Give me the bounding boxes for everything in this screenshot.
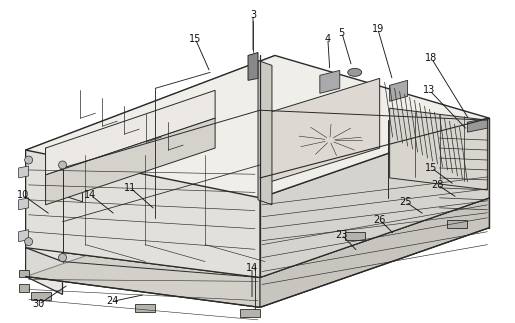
Polygon shape	[19, 269, 29, 277]
Polygon shape	[19, 166, 29, 178]
Polygon shape	[258, 60, 272, 205]
Polygon shape	[45, 90, 215, 175]
Text: 26: 26	[373, 215, 386, 225]
Text: 28: 28	[432, 180, 444, 190]
Text: 15: 15	[425, 163, 438, 173]
Ellipse shape	[348, 68, 362, 76]
Polygon shape	[240, 309, 260, 317]
Polygon shape	[26, 150, 62, 295]
Polygon shape	[26, 198, 489, 307]
Text: 11: 11	[124, 183, 136, 193]
Circle shape	[25, 238, 32, 245]
Polygon shape	[260, 118, 489, 277]
Text: 5: 5	[339, 27, 345, 37]
Polygon shape	[248, 52, 258, 80]
Polygon shape	[345, 232, 365, 240]
Text: 24: 24	[106, 297, 118, 307]
Text: 30: 30	[32, 299, 45, 309]
Text: 3: 3	[250, 10, 256, 20]
Polygon shape	[30, 292, 50, 300]
Circle shape	[25, 156, 32, 164]
Polygon shape	[320, 70, 340, 93]
Polygon shape	[135, 304, 156, 312]
Polygon shape	[390, 80, 407, 101]
Polygon shape	[26, 150, 260, 277]
Text: 18: 18	[425, 53, 438, 63]
Text: 19: 19	[371, 24, 384, 34]
Polygon shape	[19, 230, 29, 242]
Text: 14: 14	[246, 263, 258, 273]
Text: 10: 10	[16, 190, 29, 200]
Text: 13: 13	[423, 85, 436, 95]
Text: 15: 15	[189, 34, 201, 44]
Polygon shape	[26, 168, 489, 277]
Polygon shape	[468, 118, 487, 132]
Polygon shape	[45, 118, 215, 205]
Polygon shape	[19, 285, 29, 292]
Polygon shape	[26, 150, 62, 262]
Text: 25: 25	[399, 197, 412, 207]
Polygon shape	[260, 198, 489, 307]
Polygon shape	[448, 220, 468, 228]
Polygon shape	[270, 78, 380, 182]
Polygon shape	[26, 248, 260, 307]
Polygon shape	[390, 108, 487, 190]
Text: 14: 14	[84, 190, 97, 200]
Polygon shape	[19, 198, 29, 210]
Text: 4: 4	[325, 34, 331, 44]
Circle shape	[59, 161, 66, 169]
Circle shape	[59, 254, 66, 262]
Polygon shape	[45, 148, 82, 202]
Text: 23: 23	[336, 230, 348, 240]
Polygon shape	[26, 56, 489, 198]
Polygon shape	[26, 56, 275, 225]
